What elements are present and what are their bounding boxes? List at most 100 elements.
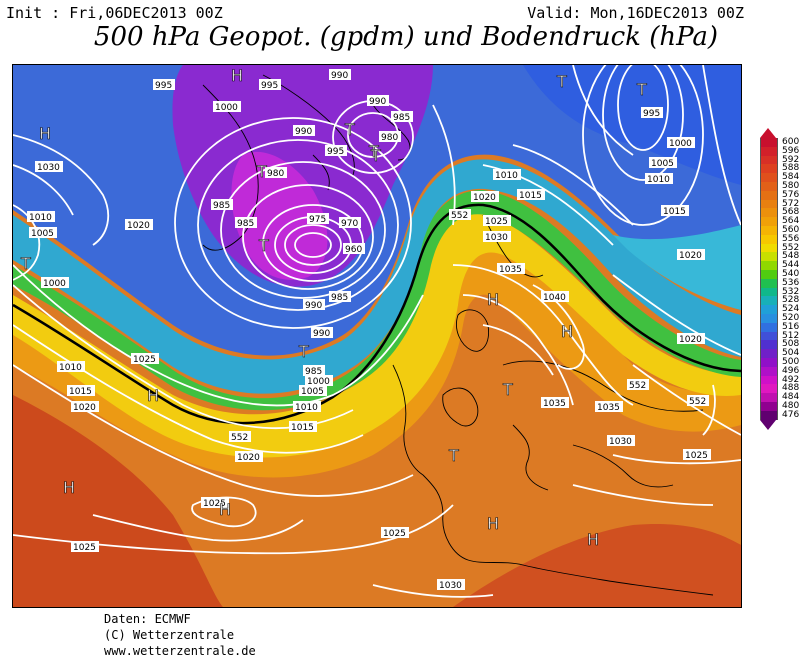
svg-text:990: 990 xyxy=(331,71,348,81)
colorbar-segment xyxy=(760,278,778,288)
svg-text:1020: 1020 xyxy=(679,335,702,345)
svg-text:985: 985 xyxy=(237,219,254,229)
colorbar-segment xyxy=(760,375,778,385)
colorbar-segment xyxy=(760,181,778,191)
colorbar-label: 576 xyxy=(782,189,800,200)
svg-text:985: 985 xyxy=(213,201,230,211)
colorbar-label: 508 xyxy=(782,339,800,350)
svg-text:985: 985 xyxy=(331,293,348,303)
line-552-west xyxy=(13,203,741,425)
pressure-label: 1010 xyxy=(493,169,521,181)
svg-text:1000: 1000 xyxy=(669,139,692,149)
svg-text:990: 990 xyxy=(369,97,386,107)
field-red-se xyxy=(453,524,741,607)
footer-website[interactable]: www.wetterzentrale.de xyxy=(104,644,256,658)
pressure-label: 552 xyxy=(627,379,649,391)
pressure-label: 552 xyxy=(449,209,471,221)
colorbar-label: 572 xyxy=(782,198,800,209)
svg-text:995: 995 xyxy=(155,81,172,91)
pressure-label: 1020 xyxy=(71,401,99,413)
pressure-label: 985 xyxy=(303,365,325,377)
colorbar-label: 484 xyxy=(782,392,800,403)
colorbar-label: 548 xyxy=(782,251,800,262)
colorbar-segment xyxy=(760,138,778,147)
pressure-label: 995 xyxy=(259,79,281,91)
pressure-center-marker: H xyxy=(561,322,573,341)
pressure-center-marker: H xyxy=(231,66,243,85)
colorbar-body xyxy=(760,138,780,420)
pressure-center-marker: H xyxy=(587,530,599,549)
svg-text:1010: 1010 xyxy=(29,213,52,223)
pressure-label: 995 xyxy=(325,145,347,157)
svg-text:990: 990 xyxy=(295,127,312,137)
colorbar-label: 480 xyxy=(782,401,800,411)
pressure-label: 1025 xyxy=(381,527,409,539)
pressure-center-marker: T xyxy=(298,342,309,361)
svg-text:985: 985 xyxy=(305,367,322,377)
pressure-label: 1000 xyxy=(667,137,695,149)
field-green-band xyxy=(13,190,741,411)
colorbar-segment xyxy=(760,331,778,341)
colorbar-label: 532 xyxy=(782,286,800,297)
pressure-label: 1000 xyxy=(213,101,241,113)
colorbar-segment xyxy=(760,305,778,314)
pressure-label: 552 xyxy=(687,395,709,407)
colorbar-segment xyxy=(760,410,778,420)
colorbar-label: 496 xyxy=(782,365,800,376)
pressure-center-marker: H xyxy=(219,500,231,519)
svg-text:995: 995 xyxy=(643,109,660,119)
colorbar-label: 500 xyxy=(782,357,800,367)
pressure-label: 1015 xyxy=(661,205,689,217)
colorbar-label: 580 xyxy=(782,181,800,191)
pressure-label: 1005 xyxy=(29,227,57,239)
svg-text:1020: 1020 xyxy=(473,193,496,203)
pressure-label: 1015 xyxy=(289,421,317,433)
pressure-label: 1020 xyxy=(677,333,705,345)
svg-text:1025: 1025 xyxy=(73,543,96,553)
colorbar-segment xyxy=(760,234,778,244)
colorbar-segment xyxy=(760,252,778,262)
field-blue-east xyxy=(523,65,741,185)
pressure-label: 985 xyxy=(211,199,233,211)
colorbar-label: 476 xyxy=(782,409,800,420)
colorbar-label: 592 xyxy=(782,154,800,165)
pressure-center-marker: H xyxy=(63,478,75,497)
pressure-label: 1005 xyxy=(649,157,677,169)
pressure-label: 1010 xyxy=(645,173,673,185)
svg-text:1025: 1025 xyxy=(685,451,708,461)
field-yellow-band xyxy=(13,212,741,458)
pressure-center-marker: T xyxy=(256,162,267,181)
colorbar-segment xyxy=(760,164,778,174)
svg-text:1010: 1010 xyxy=(647,175,670,185)
colorbar-segment xyxy=(760,261,778,270)
init-time: Init : Fri,06DEC2013 00Z xyxy=(6,4,223,22)
colorbar xyxy=(760,128,780,430)
svg-text:1030: 1030 xyxy=(485,233,508,243)
svg-text:1025: 1025 xyxy=(133,355,156,365)
svg-text:1020: 1020 xyxy=(679,251,702,261)
pressure-label: 1000 xyxy=(305,375,333,387)
svg-text:1000: 1000 xyxy=(215,103,238,113)
colorbar-label: 492 xyxy=(782,374,800,385)
pressure-center-marker: T xyxy=(344,120,355,139)
footer-copyright: (C) Wetterzentrale xyxy=(104,628,235,642)
svg-text:1015: 1015 xyxy=(663,207,686,217)
svg-text:995: 995 xyxy=(327,147,344,157)
colorbar-segment xyxy=(760,225,778,235)
colorbar-segment xyxy=(760,208,778,218)
pressure-center-marker: T xyxy=(556,72,567,91)
pressure-label: 1040 xyxy=(541,291,569,303)
colorbar-label: 520 xyxy=(782,313,800,323)
valid-time: Valid: Mon,16DEC2013 00Z xyxy=(527,4,744,22)
colorbar-segment xyxy=(760,243,778,253)
svg-text:1020: 1020 xyxy=(73,403,96,413)
field-red-sw xyxy=(13,395,223,607)
pressure-center-marker: T xyxy=(636,80,647,99)
svg-text:1030: 1030 xyxy=(37,163,60,173)
pressure-center-marker: H xyxy=(487,290,499,309)
pressure-label: 1025 xyxy=(483,215,511,227)
colorbar-segment xyxy=(760,393,778,402)
colorbar-segment xyxy=(760,217,778,226)
svg-text:1025: 1025 xyxy=(485,217,508,227)
pressure-label: 960 xyxy=(343,243,365,255)
